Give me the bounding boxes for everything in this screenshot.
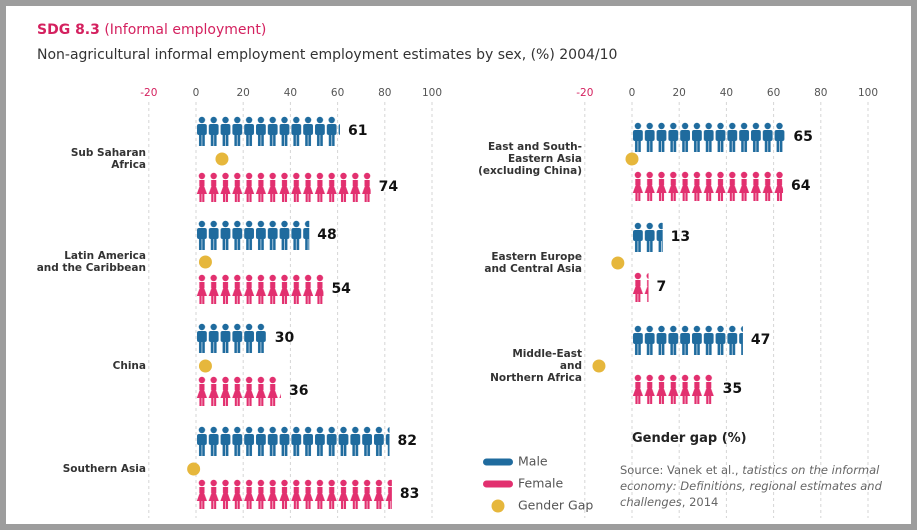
x-tick-label: 60 xyxy=(331,87,344,99)
bar-group xyxy=(196,116,340,146)
category-label: China xyxy=(112,360,146,372)
gap-dot xyxy=(592,359,606,373)
bar-group xyxy=(632,222,663,252)
value-label: 61 xyxy=(348,123,367,139)
gap-dot xyxy=(198,255,212,269)
bar-group xyxy=(632,122,786,152)
gap-dot xyxy=(187,462,201,476)
x-tick-label: 80 xyxy=(814,87,827,99)
gap-dot xyxy=(198,359,212,373)
category-label: Southern Asia xyxy=(62,463,146,475)
x-tick-label: 100 xyxy=(422,87,442,99)
gap-label: Gender gap (%) xyxy=(632,431,747,446)
gap-dot xyxy=(611,256,625,270)
category-label: East and South- Eastern Asia (excluding … xyxy=(478,141,582,177)
bar-group xyxy=(632,272,649,302)
legend-label: Female xyxy=(518,476,564,491)
pictogram-bar xyxy=(196,116,340,146)
legend-swatch xyxy=(491,499,505,513)
pictogram-bar xyxy=(632,222,663,252)
pictogram-bar xyxy=(632,272,649,302)
pictogram-bar xyxy=(632,171,784,201)
bar-group xyxy=(196,172,371,202)
value-label: 83 xyxy=(400,486,419,502)
x-tick-label: 80 xyxy=(378,87,391,99)
pictogram-bar xyxy=(196,323,267,353)
gap-dot xyxy=(625,152,639,166)
pictogram-bar xyxy=(196,220,310,250)
x-tick-label: -20 xyxy=(140,87,157,99)
bar-group xyxy=(196,426,390,456)
value-label: 35 xyxy=(723,381,742,397)
value-label: 7 xyxy=(657,279,667,295)
category-label: Eastern Europe and Central Asia xyxy=(484,251,582,275)
title-note: (Informal employment) xyxy=(104,22,267,38)
legend-swatch xyxy=(483,480,513,488)
pictogram-bar xyxy=(196,172,371,202)
pictogram-bar xyxy=(196,376,281,406)
category-label: Sub Saharan Africa xyxy=(70,147,146,171)
chart: -20 0 20 40 60 80 100 61 74 48 54 30 36 82 83 -20 0 20 40 6… xyxy=(140,87,878,518)
title-main: SDG 8.3 xyxy=(37,22,100,38)
legend-swatch xyxy=(483,458,513,466)
x-tick-label: 100 xyxy=(858,87,878,99)
x-tick-label: 60 xyxy=(767,87,780,99)
bar-group xyxy=(196,479,392,509)
category-label: Middle-East and Northern Africa xyxy=(490,348,582,384)
bar-group xyxy=(632,325,743,355)
legend-label: Male xyxy=(518,454,548,469)
legend-label: Gender Gap xyxy=(518,498,593,513)
pictogram-bar xyxy=(632,122,786,152)
value-label: 65 xyxy=(793,129,812,145)
pictogram-bar xyxy=(196,426,390,456)
bar-group xyxy=(196,323,267,353)
value-label: 36 xyxy=(289,383,308,399)
x-tick-label: 20 xyxy=(673,87,686,99)
value-label: 30 xyxy=(275,330,295,346)
gap-dot xyxy=(215,152,229,166)
value-label: 47 xyxy=(751,332,770,348)
pictogram-bar xyxy=(632,374,715,404)
bar-group xyxy=(632,171,784,201)
x-tick-label: 20 xyxy=(237,87,250,99)
bar-group xyxy=(196,274,324,304)
title: SDG 8.3 (Informal employment) xyxy=(37,22,266,38)
x-tick-label: 40 xyxy=(284,87,297,99)
pictogram-bar xyxy=(196,274,324,304)
x-tick-label: -20 xyxy=(576,87,593,99)
value-label: 48 xyxy=(317,227,336,243)
x-tick-label: 0 xyxy=(629,87,636,99)
value-label: 64 xyxy=(791,178,811,194)
source-prefix: Source: Vanek et al., xyxy=(620,463,743,477)
value-label: 74 xyxy=(379,179,399,195)
source-title: tatistics on the informal economy: Defin… xyxy=(620,463,882,509)
source: Source: Vanek et al., tatistics on the i… xyxy=(620,462,905,510)
subtitle: Non-agricultural informal employment emp… xyxy=(37,47,618,63)
panel: SDG 8.3 (Informal employment) Non-agricu… xyxy=(6,6,911,524)
category-label: Latin America and the Caribbean xyxy=(36,250,146,274)
x-tick-label: 0 xyxy=(193,87,200,99)
bar-group xyxy=(632,374,715,404)
value-label: 13 xyxy=(671,229,690,245)
source-suffix: , 2014 xyxy=(681,495,719,509)
bar-group xyxy=(196,220,310,250)
x-tick-label: 40 xyxy=(720,87,733,99)
value-label: 82 xyxy=(398,433,417,449)
value-label: 54 xyxy=(331,281,351,297)
pictogram-bar xyxy=(632,325,743,355)
pictogram-bar xyxy=(196,479,392,509)
bar-group xyxy=(196,376,281,406)
